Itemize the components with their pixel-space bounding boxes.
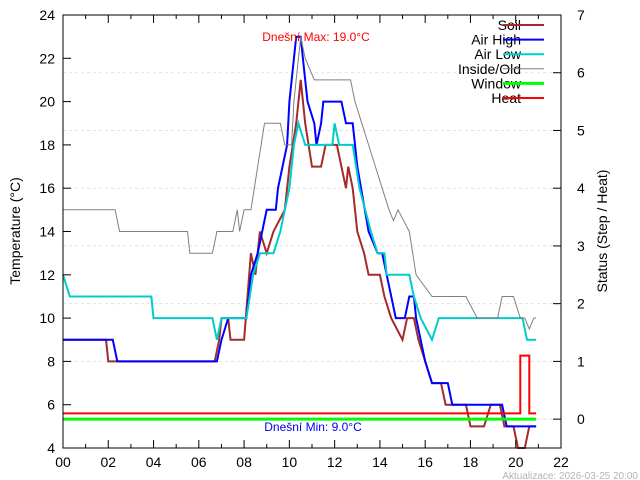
y2-tick-label: 0 — [577, 411, 585, 427]
legend-label: Air Low — [474, 46, 522, 62]
y-tick-label: 20 — [39, 94, 55, 110]
y-tick-label: 18 — [39, 137, 55, 153]
y-tick-label: 12 — [39, 267, 55, 283]
y2-tick-label: 7 — [577, 7, 585, 23]
series-line-air-high — [63, 35, 537, 428]
legend-label: Inside/Old — [458, 61, 521, 77]
x-tick-label: 04 — [146, 454, 162, 470]
y-tick-label: 10 — [39, 310, 55, 326]
y2-tick-label: 1 — [577, 353, 585, 369]
y2-tick-label: 4 — [577, 180, 585, 196]
updated-timestamp: Aktualizace: 2026-03-25 20:00 — [502, 471, 638, 480]
series-line-soil — [63, 79, 537, 449]
y2-tick-label: 6 — [577, 65, 585, 81]
x-tick-label: 14 — [372, 454, 388, 470]
y-tick-label: 22 — [39, 50, 55, 66]
series-line-inside-old — [63, 36, 537, 331]
legend-label: Air High — [471, 32, 521, 48]
x-tick-label: 06 — [191, 454, 207, 470]
y-tick-label: 8 — [47, 353, 55, 369]
y-axis-label: Temperature (°C) — [7, 177, 23, 285]
y-tick-label: 4 — [47, 440, 55, 456]
y2-axis-label: Status (Step / Heat) — [594, 170, 610, 293]
y-tick-label: 14 — [39, 224, 55, 240]
series-line-heat — [63, 354, 537, 415]
x-tick-label: 20 — [508, 454, 524, 470]
x-tick-label: 12 — [327, 454, 343, 470]
x-tick-label: 16 — [417, 454, 433, 470]
x-tick-label: 18 — [463, 454, 479, 470]
series-group — [62, 35, 537, 449]
max-annotation: Dnešní Max: 19.0°C — [262, 30, 370, 44]
x-tick-label: 10 — [282, 454, 298, 470]
x-tick-label: 08 — [236, 454, 252, 470]
x-tick-label: 22 — [553, 454, 569, 470]
y2-tick-label: 5 — [577, 122, 585, 138]
y2-tick-label: 2 — [577, 296, 585, 312]
x-tick-label: 00 — [55, 454, 71, 470]
y-tick-label: 6 — [47, 397, 55, 413]
series-line-air-low — [62, 119, 537, 343]
min-annotation: Dnešní Min: 9.0°C — [264, 420, 362, 434]
legend-label: Window — [471, 75, 522, 91]
y-tick-label: 16 — [39, 180, 55, 196]
x-tick-label: 02 — [100, 454, 116, 470]
y-tick-label: 24 — [39, 7, 55, 23]
y2-tick-label: 3 — [577, 238, 585, 254]
